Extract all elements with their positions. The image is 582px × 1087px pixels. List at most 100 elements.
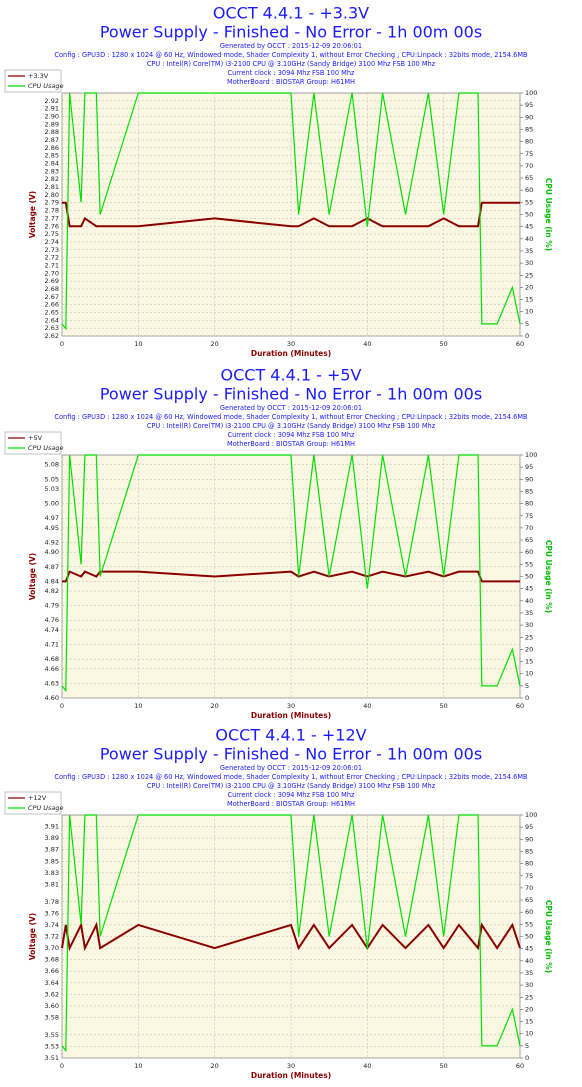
y2-tick-label: 70 xyxy=(525,162,533,170)
y2-tick-label: 20 xyxy=(525,645,533,653)
y2-tick-label: 35 xyxy=(525,609,533,617)
y-tick-label: 3.64 xyxy=(45,979,59,987)
y-tick-label: 2.64 xyxy=(45,316,59,324)
y-tick-label: 2.66 xyxy=(45,301,59,309)
x-tick-label: 30 xyxy=(287,1062,295,1070)
y2-tick-label: 75 xyxy=(525,150,533,158)
chart-title: OCCT 4.4.1 - +12V xyxy=(215,726,366,745)
x-tick-label: 50 xyxy=(440,1062,448,1070)
y-tick-label: 4.87 xyxy=(45,563,59,571)
x-tick-label: 10 xyxy=(134,1062,142,1070)
y-tick-label: 4.74 xyxy=(45,626,59,634)
y-tick-label: 3.51 xyxy=(45,1054,59,1062)
y2-tick-label: 70 xyxy=(525,524,533,532)
series-line xyxy=(61,454,521,693)
y-tick-label: 2.82 xyxy=(45,175,59,183)
y2-tick-label: 85 xyxy=(525,847,533,855)
x-axis-label: Duration (Minutes) xyxy=(251,711,331,720)
y2-tick-label: 40 xyxy=(525,235,533,243)
x-tick-label: 0 xyxy=(60,340,64,348)
y-tick-label: 2.71 xyxy=(45,261,59,269)
y2-axis-label: CPU Usage (in %) xyxy=(544,900,553,973)
y2-tick-label: 15 xyxy=(525,296,533,304)
y-tick-label: 2.91 xyxy=(45,105,59,113)
y-tick-label: 2.90 xyxy=(45,113,59,121)
y-tick-label: 3.55 xyxy=(45,1031,59,1039)
y-tick-label: 4.95 xyxy=(45,524,59,532)
info-line: Current clock : 3094 Mhz FSB 100 Mhz xyxy=(227,431,355,439)
y-tick-label: 2.88 xyxy=(45,128,59,136)
y2-tick-label: 90 xyxy=(525,113,533,121)
y-tick-label: 2.67 xyxy=(45,293,59,301)
x-tick-label: 30 xyxy=(287,340,295,348)
series-line xyxy=(62,201,520,228)
x-tick-label: 20 xyxy=(211,702,219,710)
y-tick-label: 2.77 xyxy=(45,214,59,222)
y2-tick-label: 5 xyxy=(525,682,529,690)
y2-tick-label: 0 xyxy=(525,1054,529,1062)
y2-tick-label: 40 xyxy=(525,597,533,605)
info-line: MotherBoard : BIOSTAR Group: H61MH xyxy=(227,440,355,448)
y-tick-label: 3.78 xyxy=(45,898,59,906)
y-tick-label: 3.53 xyxy=(45,1042,59,1050)
y-tick-label: 2.62 xyxy=(45,332,59,340)
y-tick-label: 3.83 xyxy=(45,869,59,877)
y2-tick-label: 40 xyxy=(525,957,533,965)
y-tick-label: 3.60 xyxy=(45,1002,59,1010)
info-line: MotherBoard : BIOSTAR Group: H61MH xyxy=(227,800,355,808)
x-axis-label: Duration (Minutes) xyxy=(251,1071,331,1080)
y2-tick-label: 10 xyxy=(525,670,533,678)
y2-tick-label: 50 xyxy=(525,573,533,581)
x-tick-label: 0 xyxy=(60,702,64,710)
y2-tick-label: 20 xyxy=(525,283,533,291)
y-tick-label: 2.70 xyxy=(45,269,59,277)
y2-tick-label: 30 xyxy=(525,981,533,989)
y-tick-label: 3.70 xyxy=(45,944,59,952)
y2-tick-label: 30 xyxy=(525,621,533,629)
series-line xyxy=(61,92,521,331)
x-tick-label: 40 xyxy=(363,1062,371,1070)
x-tick-label: 60 xyxy=(516,702,524,710)
y-tick-label: 4.92 xyxy=(45,538,59,546)
y2-axis-label: CPU Usage (in %) xyxy=(544,540,553,613)
info-line: Config : GPU3D : 1280 x 1024 @ 60 Hz, Wi… xyxy=(54,773,528,781)
y2-tick-label: 85 xyxy=(525,125,533,133)
x-tick-label: 40 xyxy=(363,702,371,710)
y2-tick-label: 30 xyxy=(525,259,533,267)
legend-label: CPU Usage xyxy=(28,444,64,452)
y2-tick-label: 65 xyxy=(525,896,533,904)
y-tick-label: 4.90 xyxy=(45,548,59,556)
y-tick-label: 3.76 xyxy=(45,909,59,917)
x-tick-label: 0 xyxy=(60,1062,64,1070)
y-tick-label: 4.66 xyxy=(45,665,59,673)
y-tick-label: 2.80 xyxy=(45,191,59,199)
x-tick-label: 10 xyxy=(134,702,142,710)
y-tick-label: 4.82 xyxy=(45,587,59,595)
y-tick-label: 2.75 xyxy=(45,230,59,238)
chart-title: OCCT 4.4.1 - +5V xyxy=(221,366,362,385)
y2-tick-label: 15 xyxy=(525,658,533,666)
info-line: MotherBoard : BIOSTAR Group: H61MH xyxy=(227,78,355,86)
y-tick-label: 4.71 xyxy=(45,641,59,649)
y-tick-label: 2.76 xyxy=(45,222,59,230)
info-line: Current clock : 3094 Mhz FSB 100 Mhz xyxy=(227,791,355,799)
y-tick-label: 2.79 xyxy=(45,199,59,207)
y-tick-label: 3.81 xyxy=(45,880,59,888)
x-tick-label: 20 xyxy=(211,1062,219,1070)
y-tick-label: 4.84 xyxy=(45,577,59,585)
y-tick-label: 4.60 xyxy=(45,694,59,702)
y-tick-label: 3.91 xyxy=(45,823,59,831)
y-tick-label: 2.87 xyxy=(45,136,59,144)
legend-label: +3.3V xyxy=(28,72,49,80)
y2-tick-label: 85 xyxy=(525,487,533,495)
y2-tick-label: 80 xyxy=(525,138,533,146)
x-tick-label: 20 xyxy=(211,340,219,348)
y-tick-label: 3.85 xyxy=(45,857,59,865)
x-tick-label: 40 xyxy=(363,340,371,348)
info-line: Generated by OCCT : 2015-12-09 20:06:01 xyxy=(220,764,362,772)
series-line xyxy=(61,921,521,952)
